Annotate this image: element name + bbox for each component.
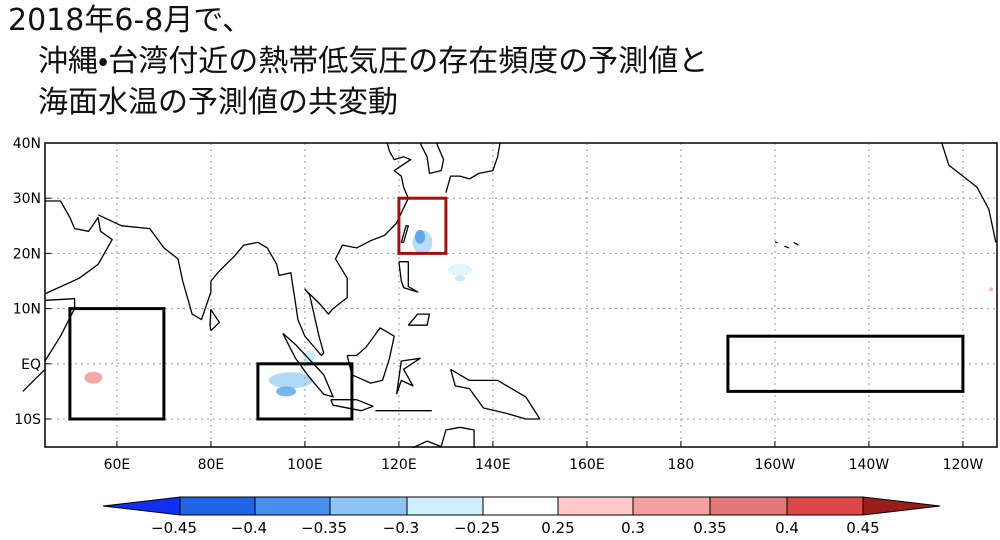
anomaly-shading: [455, 275, 466, 282]
coastline: [209, 309, 221, 332]
anomaly-shading: [276, 386, 297, 397]
colorbar-label: 0.25: [541, 519, 574, 536]
colorbar-label: 0.4: [775, 519, 799, 536]
region-box: [68, 307, 166, 421]
coastline: [398, 261, 419, 293]
map-frame: [44, 142, 998, 448]
colorbar-segment: [329, 496, 408, 516]
lat-label: 40N: [13, 136, 41, 152]
colorbar-label: 0.45: [846, 519, 879, 536]
colorbar-label: −0.4: [231, 519, 267, 536]
lat-label: 10S: [14, 412, 41, 428]
colorbar-segment: [254, 496, 331, 516]
coastline: [44, 200, 113, 295]
colorbar-segment: [632, 496, 711, 516]
title-line: 海面水温の予測値の共変動: [38, 85, 398, 120]
lon-label: 160E: [569, 457, 605, 473]
coastline: [22, 368, 46, 392]
lon-label: 180: [668, 457, 695, 473]
colorbar-label: 0.3: [621, 519, 645, 536]
coastline: [419, 142, 445, 175]
lat-label: 10N: [13, 302, 41, 318]
colorbar-segment: [406, 496, 484, 516]
colorbar-segment: [482, 496, 559, 516]
colorbar: −0.45 −0.4 −0.35 −0.3 −0.25 0.25 0.3 0.35 0.4 0.4…: [102, 496, 941, 537]
coastline: [941, 142, 997, 243]
anomaly-shading: [448, 263, 473, 276]
colorbar-label: −0.35: [301, 519, 347, 536]
colorbar-segment: [709, 496, 788, 516]
lon-label: 120E: [381, 457, 417, 473]
region-box: [726, 334, 965, 393]
coastline: [784, 245, 790, 249]
coastline: [412, 426, 475, 449]
lon-label: 120W: [943, 457, 984, 473]
coastline: [407, 313, 431, 326]
coastline: [793, 241, 799, 246]
lat-label: EQ: [21, 357, 41, 373]
region-box: [256, 362, 354, 421]
map: 60E 80E 100E 120E 140E 160E 180 160W 140W 120W 40N…: [13, 136, 998, 473]
anomaly-shading: [989, 287, 994, 292]
colorbar-label: −0.3: [383, 519, 419, 536]
region-box: [397, 196, 448, 255]
coastline: [449, 368, 541, 420]
title-line: 2018年6-8月で、: [8, 3, 252, 38]
colorbar-label: 0.35: [693, 519, 726, 536]
colorbar-segment: [179, 496, 256, 516]
coastline: [395, 357, 421, 395]
colorbar-segment: [557, 496, 634, 516]
lon-label: 80E: [198, 457, 225, 473]
coastline: [774, 241, 778, 244]
coastline: [282, 332, 334, 398]
anomaly-shading: [84, 371, 103, 384]
coastline: [97, 142, 412, 357]
anomaly-shading: [415, 229, 426, 244]
lat-label: 20N: [13, 246, 41, 262]
lon-label: 140W: [849, 457, 890, 473]
coastline: [400, 225, 409, 244]
colorbar-label: −0.45: [151, 519, 197, 536]
lon-label: 100E: [287, 457, 323, 473]
title-line: 沖縄・台湾付近の熱帯低気圧の存在頻度の予測値と: [38, 44, 708, 79]
colorbar-end: [862, 496, 941, 516]
coastline: [346, 327, 395, 384]
colorbar-end: [102, 496, 181, 516]
anomaly-shading: [268, 372, 313, 389]
lat-label: 30N: [13, 191, 41, 207]
coastline: [445, 142, 501, 193]
lon-label: 140E: [475, 457, 511, 473]
colorbar-label: −0.25: [454, 519, 500, 536]
colorbar-segment: [786, 496, 864, 516]
lon-label: 160W: [755, 457, 796, 473]
lon-label: 60E: [104, 457, 131, 473]
